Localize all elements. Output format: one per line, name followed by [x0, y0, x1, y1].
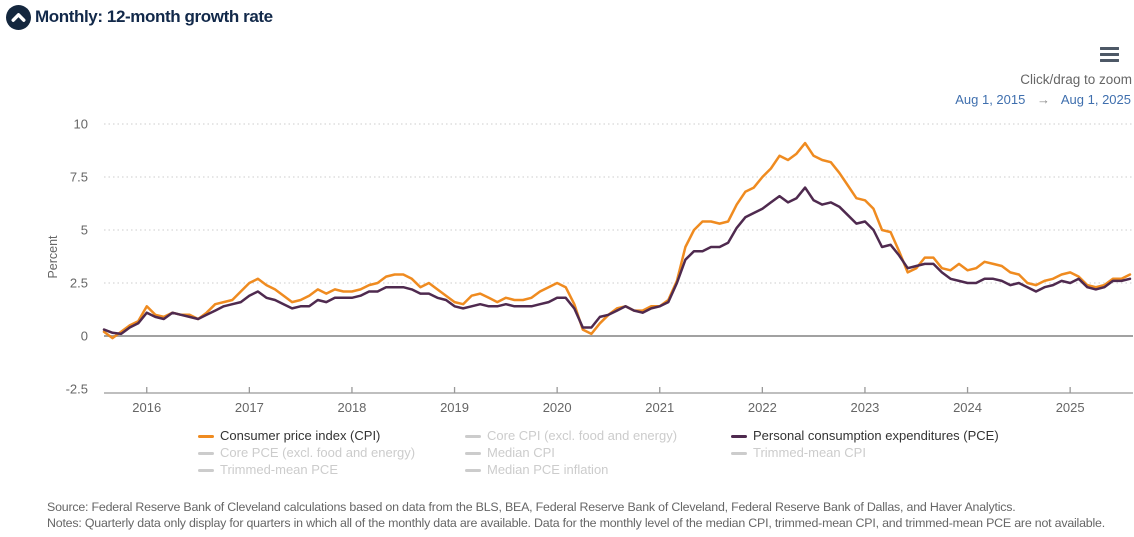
x-tick-label: 2018 — [337, 400, 366, 415]
legend-swatch — [198, 434, 214, 438]
page-title: Monthly: 12-month growth rate — [35, 7, 273, 26]
x-tick-label: 2016 — [132, 400, 161, 415]
legend-label: Core CPI (excl. food and energy) — [487, 428, 678, 443]
arrow-right-icon: → — [1036, 92, 1050, 107]
x-tick-label: 2024 — [953, 400, 982, 415]
legend-label: Median PCE inflation — [487, 462, 609, 477]
legend-label: Median CPI — [487, 445, 555, 460]
legend-swatch — [465, 451, 481, 455]
legend-swatch — [465, 434, 481, 438]
legend-item-median-cpi[interactable]: Median CPI — [465, 446, 731, 460]
legend-item-trimmed-mean-pce[interactable]: Trimmed-mean PCE — [198, 463, 465, 477]
legend-item-pce[interactable]: Personal consumption expenditures (PCE) — [731, 429, 1134, 443]
x-tick-label: 2022 — [748, 400, 777, 415]
chevron-up-circle-icon[interactable] — [6, 5, 31, 30]
x-tick-label: 2025 — [1056, 400, 1085, 415]
legend-swatch — [198, 451, 214, 455]
x-tick-label: 2021 — [645, 400, 674, 415]
chart-footnotes: Source: Federal Reserve Bank of Clevelan… — [47, 500, 1133, 531]
chart-legend: Consumer price index (CPI) Core CPI (exc… — [0, 429, 1134, 477]
legend-item-cpi[interactable]: Consumer price index (CPI) — [198, 429, 465, 443]
series-line — [102, 141, 1132, 340]
hamburger-menu-icon[interactable] — [1100, 47, 1119, 64]
legend-item-core-pce[interactable]: Core PCE (excl. food and energy) — [198, 446, 465, 460]
y-tick-label: 10 — [74, 117, 88, 132]
series-line — [102, 186, 1132, 336]
x-tick-label: 2023 — [850, 400, 879, 415]
menu-bar — [1100, 47, 1119, 50]
source-line: Source: Federal Reserve Bank of Clevelan… — [47, 500, 1016, 514]
menu-bar — [1100, 53, 1119, 56]
menu-bar — [1100, 59, 1119, 62]
legend-label: Trimmed-mean CPI — [753, 445, 866, 460]
zoom-hint-label: Click/drag to zoom — [1020, 72, 1132, 87]
legend-label: Personal consumption expenditures (PCE) — [753, 428, 999, 443]
legend-swatch — [198, 468, 214, 472]
end-date-link[interactable]: Aug 1, 2025 — [1060, 92, 1131, 107]
x-tick-label: 2019 — [440, 400, 469, 415]
legend-swatch — [731, 451, 747, 455]
legend-item-trimmed-mean-cpi[interactable]: Trimmed-mean CPI — [731, 446, 1134, 460]
x-tick-label: 2017 — [235, 400, 264, 415]
legend-swatch — [465, 468, 481, 472]
date-range: Aug 1, 2015 → Aug 1, 2025 — [955, 92, 1131, 107]
legend-label: Trimmed-mean PCE — [220, 462, 338, 477]
notes-line: Notes: Quarterly data only display for q… — [47, 515, 1105, 530]
legend-item-median-pce[interactable]: Median PCE inflation — [465, 463, 731, 477]
y-axis-title: Percent — [46, 235, 60, 279]
legend-label: Core PCE (excl. food and energy) — [220, 445, 416, 460]
legend-item-core-cpi[interactable]: Core CPI (excl. food and energy) — [465, 429, 731, 443]
legend-label: Consumer price index (CPI) — [220, 428, 381, 443]
start-date-link[interactable]: Aug 1, 2015 — [955, 92, 1026, 107]
x-tick-label: 2020 — [543, 400, 572, 415]
y-tick-label: 5 — [81, 223, 88, 238]
y-tick-label: 2.5 — [70, 276, 88, 291]
y-tick-label: -2.5 — [66, 382, 88, 397]
y-tick-label: 0 — [81, 329, 88, 344]
legend-swatch — [731, 434, 747, 438]
y-tick-label: 7.5 — [70, 170, 88, 185]
